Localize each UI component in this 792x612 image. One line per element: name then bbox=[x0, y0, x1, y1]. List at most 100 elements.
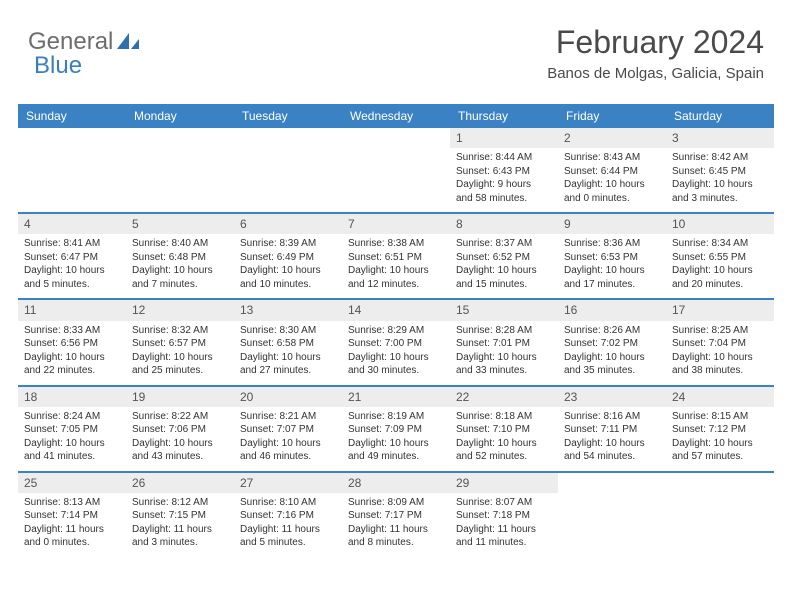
day-info-line: Sunset: 6:45 PM bbox=[672, 165, 768, 179]
day-info-line: Daylight: 10 hours bbox=[240, 437, 336, 451]
day-info-line: Sunrise: 8:09 AM bbox=[348, 496, 444, 510]
calendar-day-cell: 20Sunrise: 8:21 AMSunset: 7:07 PMDayligh… bbox=[234, 387, 342, 471]
day-number: 29 bbox=[450, 473, 558, 493]
day-number bbox=[18, 128, 126, 132]
day-info-line: and 49 minutes. bbox=[348, 450, 444, 464]
day-info-line: Sunset: 6:53 PM bbox=[564, 251, 660, 265]
calendar-week-row: 11Sunrise: 8:33 AMSunset: 6:56 PMDayligh… bbox=[18, 300, 774, 384]
day-info-line: Daylight: 10 hours bbox=[672, 437, 768, 451]
day-number: 21 bbox=[342, 387, 450, 407]
day-info-line: Daylight: 11 hours bbox=[240, 523, 336, 537]
day-number: 11 bbox=[18, 300, 126, 320]
weekday-header: Friday bbox=[558, 104, 666, 128]
day-info-line: and 22 minutes. bbox=[24, 364, 120, 378]
day-number bbox=[558, 473, 666, 477]
day-number: 22 bbox=[450, 387, 558, 407]
calendar-day-cell: 27Sunrise: 8:10 AMSunset: 7:16 PMDayligh… bbox=[234, 473, 342, 557]
day-number bbox=[666, 473, 774, 477]
day-info-line: and 10 minutes. bbox=[240, 278, 336, 292]
day-info-line: Daylight: 10 hours bbox=[348, 351, 444, 365]
calendar-day-cell: 17Sunrise: 8:25 AMSunset: 7:04 PMDayligh… bbox=[666, 300, 774, 384]
day-info-line: Daylight: 9 hours bbox=[456, 178, 552, 192]
day-info-line: and 12 minutes. bbox=[348, 278, 444, 292]
day-number: 20 bbox=[234, 387, 342, 407]
day-info-line: and 27 minutes. bbox=[240, 364, 336, 378]
calendar-body: 1Sunrise: 8:44 AMSunset: 6:43 PMDaylight… bbox=[18, 128, 774, 557]
day-info-line: Sunset: 7:02 PM bbox=[564, 337, 660, 351]
day-info-line: and 35 minutes. bbox=[564, 364, 660, 378]
day-info-line: Sunrise: 8:22 AM bbox=[132, 410, 228, 424]
day-info-line: Sunset: 6:49 PM bbox=[240, 251, 336, 265]
day-info-line: and 17 minutes. bbox=[564, 278, 660, 292]
calendar-empty-cell bbox=[18, 128, 126, 212]
day-info-line: Sunrise: 8:39 AM bbox=[240, 237, 336, 251]
day-number: 26 bbox=[126, 473, 234, 493]
day-info-line: and 30 minutes. bbox=[348, 364, 444, 378]
weekday-header-row: Sunday Monday Tuesday Wednesday Thursday… bbox=[18, 104, 774, 128]
day-number: 15 bbox=[450, 300, 558, 320]
weekday-header: Tuesday bbox=[234, 104, 342, 128]
day-info-line: Sunrise: 8:07 AM bbox=[456, 496, 552, 510]
day-info-line: Sunset: 7:07 PM bbox=[240, 423, 336, 437]
day-number: 28 bbox=[342, 473, 450, 493]
calendar-empty-cell bbox=[234, 128, 342, 212]
day-info-line: and 58 minutes. bbox=[456, 192, 552, 206]
day-info-line: Sunset: 6:58 PM bbox=[240, 337, 336, 351]
day-info-line: and 7 minutes. bbox=[132, 278, 228, 292]
calendar-empty-cell bbox=[558, 473, 666, 557]
calendar-day-cell: 22Sunrise: 8:18 AMSunset: 7:10 PMDayligh… bbox=[450, 387, 558, 471]
day-info-line: Sunset: 7:09 PM bbox=[348, 423, 444, 437]
calendar-day-cell: 4Sunrise: 8:41 AMSunset: 6:47 PMDaylight… bbox=[18, 214, 126, 298]
calendar-day-cell: 24Sunrise: 8:15 AMSunset: 7:12 PMDayligh… bbox=[666, 387, 774, 471]
day-info-line: Sunset: 7:10 PM bbox=[456, 423, 552, 437]
day-info-line: Daylight: 10 hours bbox=[564, 264, 660, 278]
day-info-line: Daylight: 11 hours bbox=[348, 523, 444, 537]
day-info-line: Sunrise: 8:40 AM bbox=[132, 237, 228, 251]
calendar-day-cell: 26Sunrise: 8:12 AMSunset: 7:15 PMDayligh… bbox=[126, 473, 234, 557]
day-number: 13 bbox=[234, 300, 342, 320]
weekday-header: Wednesday bbox=[342, 104, 450, 128]
day-number: 9 bbox=[558, 214, 666, 234]
calendar: Sunday Monday Tuesday Wednesday Thursday… bbox=[18, 104, 774, 557]
calendar-week-row: 18Sunrise: 8:24 AMSunset: 7:05 PMDayligh… bbox=[18, 387, 774, 471]
day-info-line: Daylight: 10 hours bbox=[348, 437, 444, 451]
calendar-empty-cell bbox=[666, 473, 774, 557]
calendar-day-cell: 25Sunrise: 8:13 AMSunset: 7:14 PMDayligh… bbox=[18, 473, 126, 557]
calendar-week-row: 4Sunrise: 8:41 AMSunset: 6:47 PMDaylight… bbox=[18, 214, 774, 298]
day-info-line: and 11 minutes. bbox=[456, 536, 552, 550]
weekday-header: Monday bbox=[126, 104, 234, 128]
day-number: 7 bbox=[342, 214, 450, 234]
day-info-line: Sunset: 7:05 PM bbox=[24, 423, 120, 437]
calendar-day-cell: 13Sunrise: 8:30 AMSunset: 6:58 PMDayligh… bbox=[234, 300, 342, 384]
day-info-line: Sunset: 6:51 PM bbox=[348, 251, 444, 265]
day-info-line: and 52 minutes. bbox=[456, 450, 552, 464]
calendar-day-cell: 7Sunrise: 8:38 AMSunset: 6:51 PMDaylight… bbox=[342, 214, 450, 298]
day-info-line: Sunrise: 8:36 AM bbox=[564, 237, 660, 251]
calendar-day-cell: 3Sunrise: 8:42 AMSunset: 6:45 PMDaylight… bbox=[666, 128, 774, 212]
day-info-line: Sunrise: 8:12 AM bbox=[132, 496, 228, 510]
day-info-line: and 41 minutes. bbox=[24, 450, 120, 464]
day-info-line: Sunset: 6:47 PM bbox=[24, 251, 120, 265]
day-info-line: and 38 minutes. bbox=[672, 364, 768, 378]
day-info-line: Daylight: 10 hours bbox=[456, 264, 552, 278]
day-info-line: Sunset: 7:12 PM bbox=[672, 423, 768, 437]
day-info-line: Daylight: 11 hours bbox=[132, 523, 228, 537]
day-info-line: Daylight: 10 hours bbox=[564, 178, 660, 192]
day-info-line: Sunset: 7:18 PM bbox=[456, 509, 552, 523]
brand-sail-icon bbox=[115, 31, 141, 53]
calendar-week-row: 25Sunrise: 8:13 AMSunset: 7:14 PMDayligh… bbox=[18, 473, 774, 557]
day-info-line: Sunrise: 8:38 AM bbox=[348, 237, 444, 251]
day-info-line: Daylight: 11 hours bbox=[24, 523, 120, 537]
calendar-empty-cell bbox=[126, 128, 234, 212]
day-info-line: Sunrise: 8:24 AM bbox=[24, 410, 120, 424]
day-info-line: Sunrise: 8:37 AM bbox=[456, 237, 552, 251]
day-info-line: Sunset: 6:55 PM bbox=[672, 251, 768, 265]
day-info-line: Daylight: 10 hours bbox=[132, 264, 228, 278]
day-info-line: and 25 minutes. bbox=[132, 364, 228, 378]
day-info-line: Daylight: 11 hours bbox=[456, 523, 552, 537]
calendar-day-cell: 10Sunrise: 8:34 AMSunset: 6:55 PMDayligh… bbox=[666, 214, 774, 298]
day-info-line: Daylight: 10 hours bbox=[456, 351, 552, 365]
calendar-day-cell: 15Sunrise: 8:28 AMSunset: 7:01 PMDayligh… bbox=[450, 300, 558, 384]
day-info-line: Sunset: 7:06 PM bbox=[132, 423, 228, 437]
day-info-line: Daylight: 10 hours bbox=[132, 351, 228, 365]
